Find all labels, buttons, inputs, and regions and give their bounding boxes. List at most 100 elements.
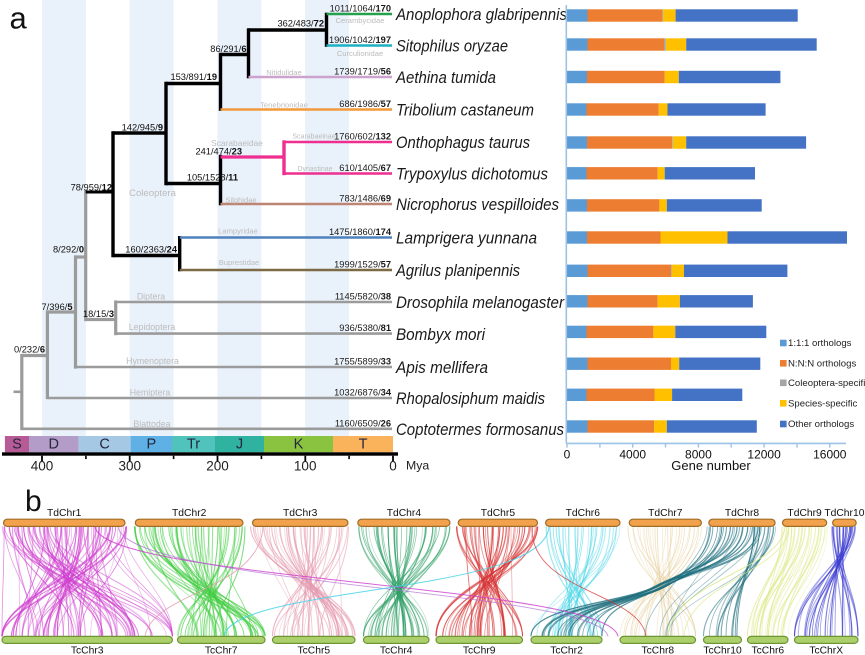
svg-text:S: S (12, 437, 22, 453)
svg-text:TcChr6: TcChr6 (751, 646, 784, 655)
svg-text:Cerambycidae: Cerambycidae (336, 16, 385, 25)
svg-text:TdChr2: TdChr2 (172, 508, 207, 519)
svg-text:1755/5899/33: 1755/5899/33 (334, 357, 391, 367)
svg-text:Nicrophorus vespilloides: Nicrophorus vespilloides (396, 196, 559, 214)
svg-text:Scarabaeinae: Scarabaeinae (292, 133, 335, 140)
svg-text:0: 0 (389, 459, 397, 474)
svg-text:Hymenoptera: Hymenoptera (126, 356, 179, 366)
svg-text:Agrilus planipennis: Agrilus planipennis (395, 262, 520, 280)
svg-text:TdChr9: TdChr9 (787, 508, 822, 519)
svg-text:610/1405/67: 610/1405/67 (339, 163, 391, 173)
svg-text:1:1:1 orthologs: 1:1:1 orthologs (788, 338, 852, 349)
svg-text:18/15/3: 18/15/3 (83, 309, 114, 319)
svg-text:241/474/23: 241/474/23 (195, 147, 242, 157)
svg-text:400: 400 (31, 459, 54, 474)
svg-text:N:N:N orthologs: N:N:N orthologs (788, 359, 856, 370)
svg-text:Coptotermes formosanus: Coptotermes formosanus (396, 421, 564, 439)
svg-text:Onthophagus taurus: Onthophagus taurus (396, 134, 530, 152)
svg-text:Tenebrionidae: Tenebrionidae (260, 100, 308, 109)
svg-text:Mya: Mya (406, 459, 429, 473)
svg-text:Apis mellifera: Apis mellifera (395, 359, 488, 377)
svg-text:1999/1529/57: 1999/1529/57 (334, 260, 391, 270)
svg-text:Sitophilus oryzae: Sitophilus oryzae (396, 38, 508, 56)
svg-text:TcChr3: TcChr3 (71, 646, 104, 655)
svg-text:Tribolium castaneum: Tribolium castaneum (396, 102, 534, 120)
svg-text:1160/6509/26: 1160/6509/26 (335, 418, 391, 428)
svg-text:Species-specific: Species-specific (788, 399, 858, 410)
svg-text:TcChr2: TcChr2 (550, 646, 583, 655)
svg-text:Lepidoptera: Lepidoptera (129, 322, 176, 332)
svg-text:Other orthologs: Other orthologs (788, 419, 854, 430)
svg-text:Lamprigera yunnana: Lamprigera yunnana (396, 230, 537, 248)
svg-text:86/291/6: 86/291/6 (210, 44, 246, 54)
svg-text:Buprestidae: Buprestidae (219, 258, 260, 267)
svg-text:100: 100 (294, 459, 317, 474)
svg-text:TdChr1: TdChr1 (47, 508, 82, 519)
svg-text:4000: 4000 (619, 448, 646, 462)
svg-text:Dynastinae: Dynastinae (297, 166, 332, 173)
svg-text:Coleoptera: Coleoptera (129, 188, 177, 199)
svg-text:Aethina tumida: Aethina tumida (395, 69, 496, 87)
svg-text:TcChr10: TcChr10 (703, 646, 742, 655)
svg-text:16000: 16000 (813, 448, 847, 462)
svg-text:TdChr4: TdChr4 (387, 508, 422, 519)
svg-text:300: 300 (119, 459, 142, 474)
svg-text:Drosophila melanogaster: Drosophila melanogaster (396, 294, 565, 312)
svg-text:Trypoxylus dichotomus: Trypoxylus dichotomus (396, 166, 548, 184)
svg-text:0/232/6: 0/232/6 (14, 344, 45, 354)
svg-text:153/891/19: 153/891/19 (170, 72, 217, 82)
svg-text:936/5380/81: 936/5380/81 (339, 323, 391, 333)
svg-text:783/1486/69: 783/1486/69 (339, 194, 391, 204)
svg-text:Scarabaeidae: Scarabaeidae (211, 138, 263, 148)
svg-text:7/396/5: 7/396/5 (41, 302, 72, 312)
svg-text:Lampyridae: Lampyridae (218, 227, 258, 236)
svg-text:8000: 8000 (685, 448, 712, 462)
svg-text:0: 0 (564, 448, 571, 462)
svg-text:TdChr3: TdChr3 (283, 508, 318, 519)
svg-text:1011/1064/170: 1011/1064/170 (330, 4, 391, 14)
svg-text:Blattodea: Blattodea (133, 419, 170, 429)
svg-text:78/959/12: 78/959/12 (71, 182, 112, 192)
svg-text:TcChr9: TcChr9 (463, 646, 496, 655)
svg-text:362/483/72: 362/483/72 (277, 19, 324, 29)
svg-text:200: 200 (206, 459, 229, 474)
svg-text:C: C (99, 437, 109, 453)
svg-text:1145/5820/38: 1145/5820/38 (335, 292, 391, 302)
svg-text:TcChr7: TcChr7 (205, 646, 238, 655)
svg-text:Silphidae: Silphidae (225, 195, 256, 204)
svg-text:P: P (146, 437, 156, 453)
svg-text:Anoplophora glabripennis: Anoplophora glabripennis (395, 6, 567, 24)
svg-text:1906/1042/197: 1906/1042/197 (329, 35, 391, 45)
svg-text:Curculionidae: Curculionidae (337, 49, 383, 58)
svg-text:686/1986/57: 686/1986/57 (339, 99, 391, 109)
svg-text:TdChr8: TdChr8 (725, 508, 760, 519)
svg-text:160/2363/24: 160/2363/24 (125, 244, 178, 254)
svg-text:1032/6876/34: 1032/6876/34 (334, 388, 392, 398)
svg-text:TcChr8: TcChr8 (641, 646, 674, 655)
svg-text:TcChrX: TcChrX (809, 646, 843, 655)
svg-text:Diptera: Diptera (137, 292, 165, 302)
svg-text:a: a (10, 1, 28, 36)
svg-text:Nitidulidae: Nitidulidae (266, 68, 301, 77)
svg-text:b: b (25, 485, 42, 518)
svg-text:TdChr5: TdChr5 (481, 508, 516, 519)
svg-text:TdChr6: TdChr6 (566, 508, 601, 519)
svg-text:TdChr10: TdChr10 (824, 508, 864, 519)
svg-text:TcChr5: TcChr5 (297, 646, 330, 655)
svg-text:8/292/0: 8/292/0 (53, 245, 84, 255)
svg-text:105/1528/11: 105/1528/11 (187, 173, 238, 183)
svg-text:Bombyx mori: Bombyx mori (396, 326, 486, 344)
svg-text:142/945/9: 142/945/9 (122, 123, 163, 133)
svg-text:D: D (49, 437, 59, 453)
svg-text:K: K (294, 437, 304, 453)
svg-text:TdChr7: TdChr7 (648, 508, 683, 519)
svg-text:Rhopalosiphum maidis: Rhopalosiphum maidis (396, 390, 545, 408)
svg-text:J: J (236, 437, 243, 453)
svg-text:12000: 12000 (747, 448, 781, 462)
svg-text:1760/602/132: 1760/602/132 (334, 132, 391, 142)
svg-text:Coleoptera-specific: Coleoptera-specific (788, 378, 865, 389)
svg-text:Gene number: Gene number (671, 458, 751, 473)
svg-text:T: T (359, 437, 368, 453)
svg-text:1475/1860/174: 1475/1860/174 (329, 227, 392, 237)
svg-text:Tr: Tr (187, 437, 200, 453)
